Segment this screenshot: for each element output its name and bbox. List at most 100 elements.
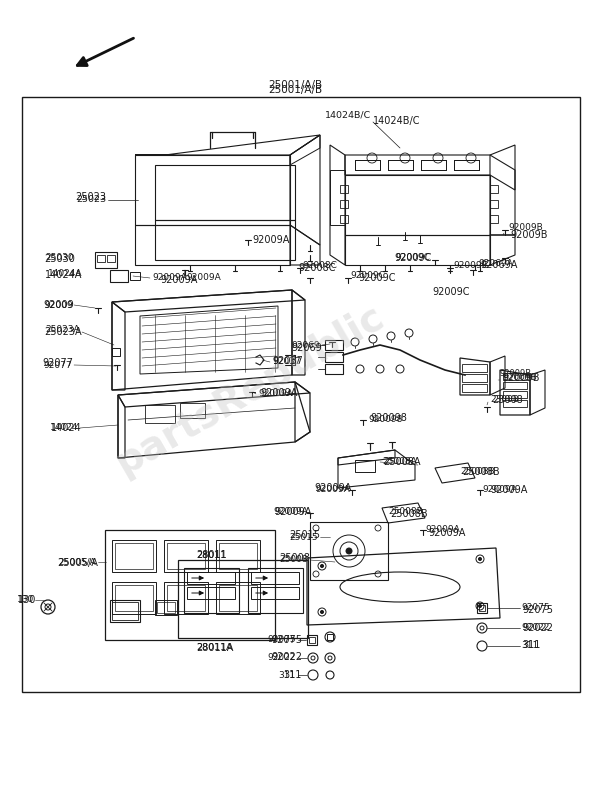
- Text: 14024B/C: 14024B/C: [325, 111, 371, 120]
- Bar: [454, 160, 479, 170]
- Text: 25001/A/B: 25001/A/B: [268, 85, 322, 95]
- Text: 92008C: 92008C: [298, 263, 335, 273]
- Bar: [216, 582, 260, 614]
- Bar: [130, 272, 140, 280]
- Text: 92022: 92022: [271, 652, 302, 662]
- Bar: [503, 400, 527, 407]
- Text: 25023A: 25023A: [44, 327, 82, 337]
- Text: 92069A: 92069A: [480, 260, 517, 270]
- Text: 92009B: 92009B: [510, 230, 548, 240]
- Bar: [421, 160, 446, 170]
- Bar: [421, 160, 446, 170]
- Bar: [454, 160, 479, 170]
- Text: 92009A: 92009A: [260, 388, 298, 398]
- Bar: [164, 540, 208, 572]
- Text: 92075: 92075: [522, 605, 553, 615]
- Text: 92075: 92075: [268, 636, 296, 644]
- Text: 25008: 25008: [280, 556, 308, 564]
- Text: 23008: 23008: [492, 395, 523, 405]
- Text: 92009A: 92009A: [425, 525, 460, 535]
- Text: 92077: 92077: [42, 358, 73, 368]
- Text: 92077: 92077: [43, 360, 72, 370]
- Bar: [454, 160, 479, 170]
- Bar: [355, 160, 380, 170]
- Text: 92009A: 92009A: [273, 507, 308, 517]
- Bar: [216, 540, 260, 572]
- Bar: [180, 403, 205, 418]
- Bar: [340, 185, 348, 193]
- Text: 25030: 25030: [46, 254, 74, 262]
- Text: 92009C: 92009C: [432, 287, 470, 297]
- Text: 92069: 92069: [291, 343, 322, 353]
- Bar: [164, 582, 208, 614]
- Bar: [167, 543, 205, 569]
- Text: 92075: 92075: [271, 635, 302, 645]
- Bar: [145, 405, 175, 423]
- Bar: [462, 384, 487, 392]
- Text: 25015: 25015: [289, 532, 318, 542]
- Text: 92009A: 92009A: [186, 273, 221, 283]
- Text: 14024B/C: 14024B/C: [373, 116, 421, 126]
- Bar: [309, 637, 315, 643]
- Text: 92009A: 92009A: [252, 235, 289, 245]
- Bar: [325, 340, 343, 350]
- Text: 92009B: 92009B: [502, 373, 539, 383]
- Text: 25001/A/B: 25001/A/B: [268, 80, 322, 90]
- Bar: [167, 585, 205, 611]
- Text: 25005/A: 25005/A: [58, 557, 96, 567]
- Text: 92009: 92009: [44, 301, 73, 309]
- Text: 920098: 920098: [370, 413, 407, 423]
- Bar: [112, 602, 138, 620]
- Circle shape: [346, 548, 352, 554]
- Bar: [503, 382, 527, 389]
- Text: 92009C: 92009C: [395, 253, 432, 263]
- Text: 92022: 92022: [268, 653, 296, 663]
- Bar: [184, 568, 239, 613]
- Text: 92009C: 92009C: [350, 272, 385, 280]
- Text: 311: 311: [521, 641, 538, 651]
- Bar: [251, 587, 299, 599]
- Text: 92008C: 92008C: [302, 261, 337, 271]
- Bar: [187, 572, 235, 584]
- Bar: [178, 560, 308, 638]
- Text: 25008A: 25008A: [382, 458, 417, 466]
- Bar: [110, 270, 128, 282]
- Bar: [97, 255, 105, 262]
- Bar: [477, 603, 487, 613]
- Bar: [107, 255, 115, 262]
- Text: 130: 130: [17, 596, 34, 604]
- Text: 92009A: 92009A: [428, 528, 466, 538]
- Bar: [503, 391, 527, 398]
- Text: 25008: 25008: [279, 553, 310, 563]
- Bar: [330, 170, 345, 225]
- Bar: [22, 97, 580, 692]
- Bar: [112, 582, 156, 614]
- Bar: [155, 600, 177, 615]
- Text: 92009B: 92009B: [502, 374, 537, 382]
- Bar: [115, 585, 153, 611]
- Text: 92069: 92069: [292, 341, 320, 349]
- Text: 92075: 92075: [521, 604, 550, 612]
- Text: 92009A: 92009A: [482, 485, 517, 495]
- Bar: [388, 160, 413, 170]
- Text: 25008A: 25008A: [383, 457, 421, 467]
- Text: 920098: 920098: [368, 414, 403, 423]
- Bar: [219, 543, 257, 569]
- Bar: [112, 348, 120, 356]
- Bar: [248, 568, 303, 613]
- Text: 25023: 25023: [76, 195, 106, 205]
- Bar: [95, 252, 117, 268]
- Text: 25023: 25023: [75, 192, 106, 202]
- Circle shape: [320, 564, 323, 568]
- Bar: [462, 364, 487, 372]
- Bar: [219, 585, 257, 611]
- Text: 92009B: 92009B: [499, 370, 531, 378]
- Bar: [105, 530, 275, 640]
- Bar: [340, 200, 348, 208]
- Bar: [187, 587, 235, 599]
- Text: 130: 130: [17, 595, 36, 605]
- Text: 92009C: 92009C: [395, 254, 430, 262]
- Text: 23008: 23008: [490, 396, 518, 404]
- Text: 14024A: 14024A: [47, 269, 82, 279]
- Text: 92009A: 92009A: [314, 483, 352, 493]
